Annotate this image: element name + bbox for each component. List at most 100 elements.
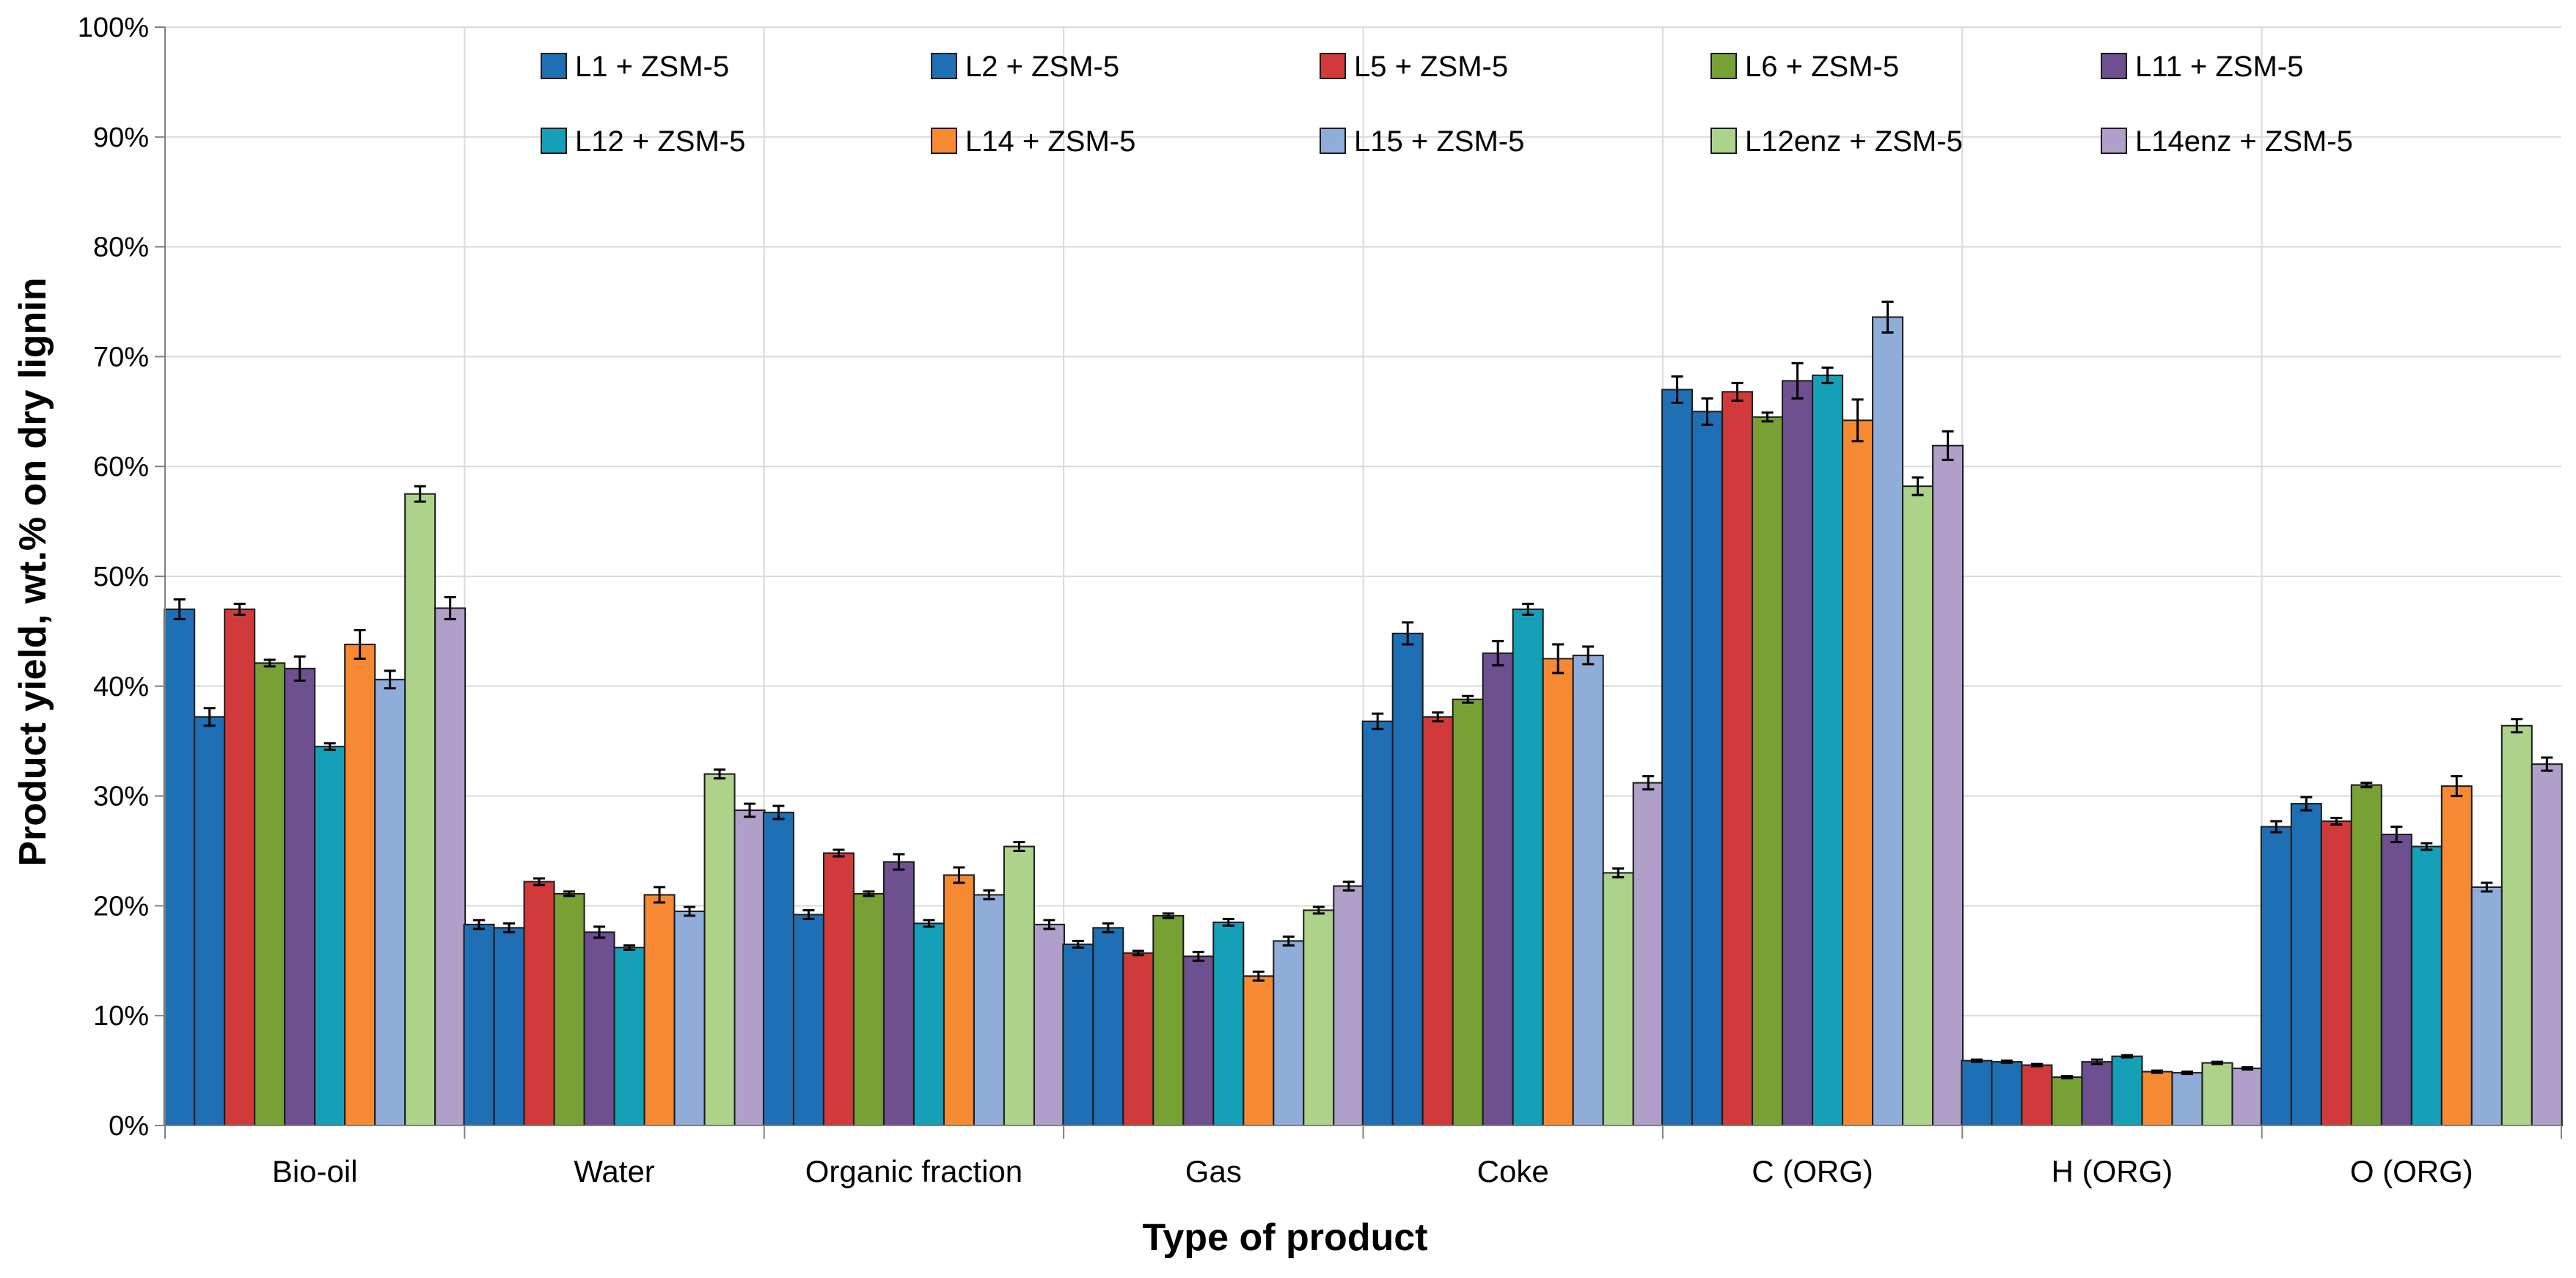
bar <box>1961 1060 1993 1127</box>
bar <box>583 931 615 1127</box>
bar <box>2470 886 2503 1126</box>
bar <box>943 874 975 1127</box>
y-tick-label: 80% <box>93 232 149 263</box>
legend-swatch <box>931 53 957 79</box>
bar <box>1602 872 1634 1126</box>
legend-label: L14 + ZSM-5 <box>965 125 1135 158</box>
bar <box>2320 820 2352 1126</box>
x-tick-label: Gas <box>1185 1154 1242 1189</box>
x-tick-label: Water <box>574 1154 654 1189</box>
bar <box>2380 834 2412 1127</box>
legend-label: L1 + ZSM-5 <box>575 51 729 83</box>
bar <box>2531 763 2563 1126</box>
bar <box>2021 1064 2053 1126</box>
bar <box>164 608 196 1126</box>
bar <box>1932 444 1964 1126</box>
bar <box>2500 724 2533 1126</box>
bar <box>1512 608 1544 1126</box>
bar <box>2171 1072 2203 1126</box>
bar <box>374 678 406 1126</box>
bar <box>1632 782 1664 1127</box>
bar <box>2081 1061 2113 1126</box>
y-tick-label: 70% <box>93 342 149 372</box>
bar <box>463 923 495 1126</box>
bar <box>882 861 915 1126</box>
y-tick-label: 60% <box>93 452 149 482</box>
x-tick-label: H (ORG) <box>2052 1154 2173 1189</box>
bar <box>1782 380 1814 1126</box>
bar <box>523 881 555 1126</box>
bar <box>1572 654 1604 1126</box>
y-axis-title: Product yield, wt.% on dry lignin <box>12 277 54 866</box>
bar <box>912 922 945 1127</box>
bar <box>1152 914 1185 1126</box>
bar <box>643 894 676 1127</box>
legend-label: L14enz + ZSM-5 <box>2135 125 2353 158</box>
legend-label: L2 + ZSM-5 <box>965 51 1119 83</box>
bar <box>2350 784 2382 1126</box>
bar <box>1691 411 1724 1126</box>
bar <box>493 927 525 1126</box>
bar <box>434 607 466 1126</box>
axes: 0% 10% 20% 30% 40% 50% 60% 70% 80% 90% 100% Bio-oil… <box>78 12 2562 1189</box>
legend-swatch <box>2101 53 2127 79</box>
legend-swatch <box>931 128 957 154</box>
bar <box>673 910 706 1126</box>
bar <box>1033 923 1065 1126</box>
bar <box>1661 389 1694 1126</box>
bar <box>1182 955 1215 1126</box>
bar <box>1842 419 1874 1126</box>
bar <box>2260 826 2292 1126</box>
bar <box>2231 1068 2264 1126</box>
bar <box>1092 927 1124 1126</box>
bar <box>1752 416 1784 1126</box>
bar <box>792 914 824 1127</box>
legend-swatch <box>1320 53 1346 79</box>
x-axis-title: Type of product <box>1142 1216 1427 1259</box>
bar <box>1721 391 1754 1126</box>
bar <box>1273 940 1305 1127</box>
y-tick-label: 50% <box>93 562 149 592</box>
bar <box>1243 975 1275 1126</box>
bar <box>404 493 436 1126</box>
legend-swatch <box>2101 128 2127 154</box>
bar <box>822 852 855 1126</box>
y-tick-label: 100% <box>78 12 149 43</box>
bar <box>1122 952 1155 1126</box>
bar <box>254 662 286 1126</box>
legend-swatch <box>541 53 567 79</box>
bar <box>1421 716 1454 1126</box>
legend-label: L12 + ZSM-5 <box>575 125 745 158</box>
bar <box>2051 1076 2083 1127</box>
bar <box>1212 921 1245 1126</box>
legend-label: L6 + ZSM-5 <box>1745 51 1899 83</box>
y-tick-label: 40% <box>93 672 149 702</box>
x-tick-label: O (ORG) <box>2350 1154 2473 1189</box>
bar <box>703 773 736 1126</box>
x-tick-label: Organic fraction <box>805 1154 1022 1189</box>
x-tick-label: Bio-oil <box>272 1154 358 1189</box>
bar <box>2440 785 2473 1127</box>
y-tick-label: 10% <box>93 1001 149 1032</box>
bar <box>284 667 316 1126</box>
legend-label: L12enz + ZSM-5 <box>1745 125 1963 158</box>
bar <box>194 716 226 1126</box>
bar <box>1542 658 1574 1126</box>
bar <box>852 892 885 1126</box>
bar <box>1003 845 1035 1127</box>
y-tick-label: 30% <box>93 782 149 812</box>
bar <box>224 608 256 1126</box>
bar <box>553 892 585 1126</box>
bar <box>1062 943 1094 1126</box>
legend: L1 + ZSM-5 L2 + ZSM-5 L5 + ZSM-5 L6 + ZSM-5… <box>541 51 2353 158</box>
legend-swatch <box>1320 128 1346 154</box>
legend-label: L5 + ZSM-5 <box>1354 51 1508 83</box>
bar <box>1303 909 1335 1126</box>
bar <box>1812 374 1844 1126</box>
bar <box>1872 316 1904 1126</box>
bar <box>2290 803 2322 1127</box>
legend-label: L15 + ZSM-5 <box>1354 125 1524 158</box>
bar <box>344 643 376 1126</box>
